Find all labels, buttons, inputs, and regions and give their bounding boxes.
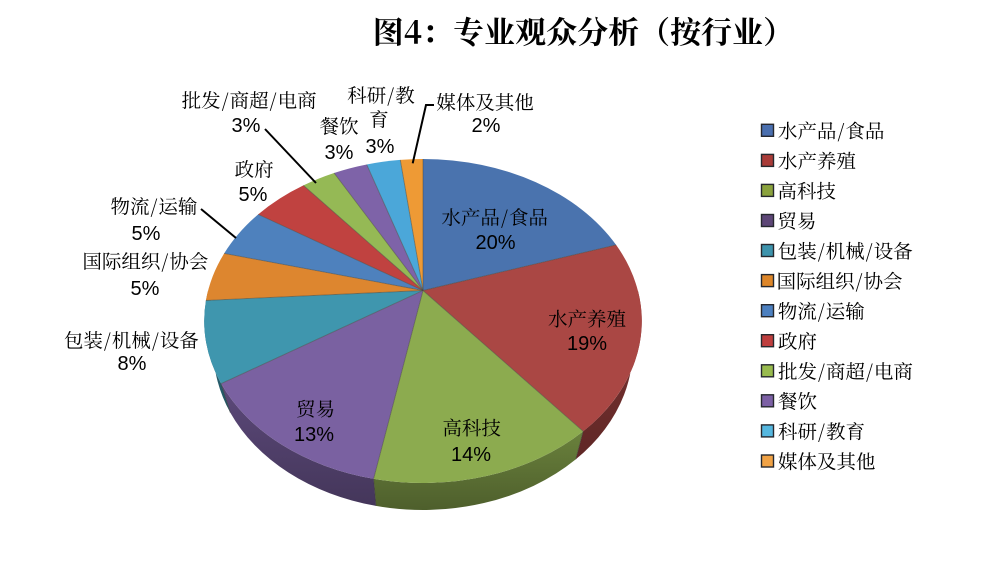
svg-text:8%: 8% <box>118 353 147 375</box>
svg-text:2%: 2% <box>472 115 501 137</box>
svg-text:3%: 3% <box>366 136 395 158</box>
svg-text:20%: 20% <box>475 232 515 254</box>
svg-text:3%: 3% <box>232 115 261 137</box>
svg-text:5%: 5% <box>131 278 160 300</box>
svg-text:14%: 14% <box>451 444 491 466</box>
svg-text:5%: 5% <box>132 223 161 245</box>
svg-text:13%: 13% <box>294 424 334 446</box>
svg-text:3%: 3% <box>325 142 354 164</box>
svg-text:5%: 5% <box>239 184 268 206</box>
svg-text:19%: 19% <box>567 333 607 355</box>
